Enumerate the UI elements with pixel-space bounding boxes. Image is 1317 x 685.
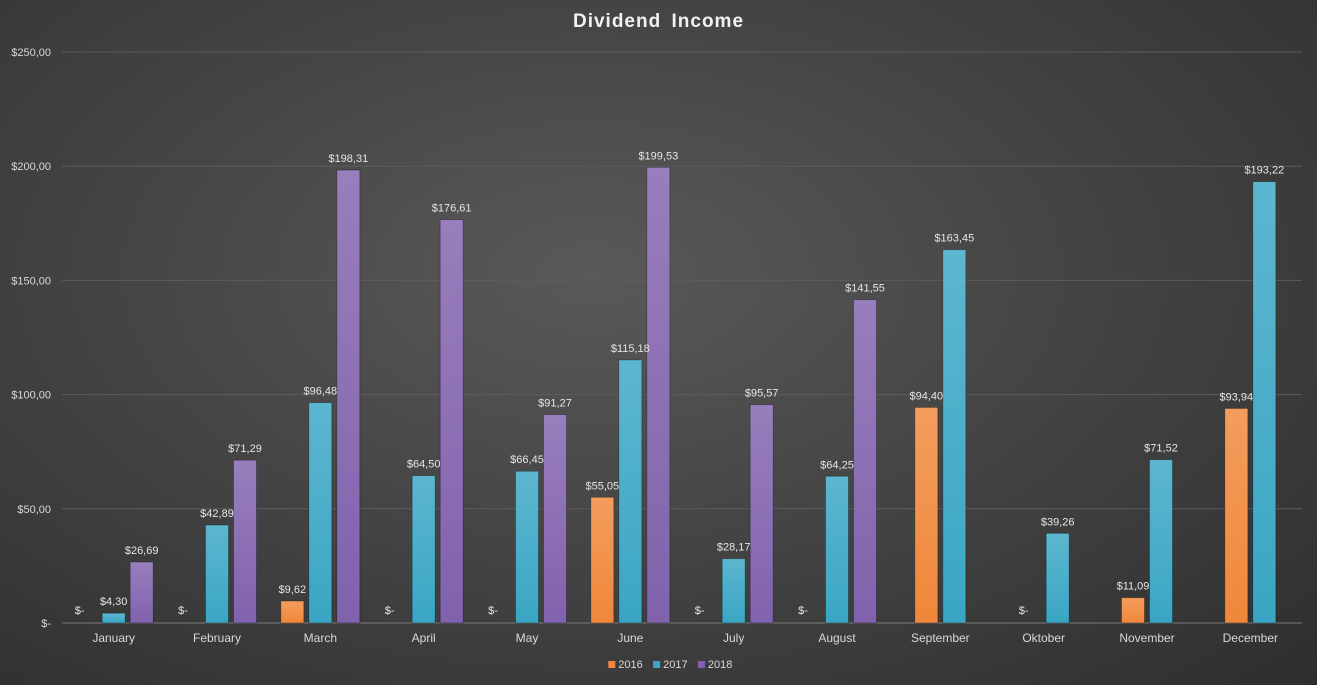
legend-swatch-2016 [608,661,616,668]
bar-2018-january [129,561,154,624]
x-tick-label: June [617,631,643,645]
data-label: $- [488,605,498,617]
bar-2018-august [853,299,877,624]
x-tick-label: December [1223,631,1278,645]
x-tick-label: January [92,631,135,645]
bar-2018-may [543,414,567,624]
data-label: $95,57 [745,388,779,400]
y-tick-label: $150,00 [11,275,51,287]
bar-2016-june [590,496,615,624]
data-label: $55,05 [586,480,620,492]
data-label: $- [385,605,395,617]
data-label: $- [1019,605,1029,617]
data-label: $28,17 [717,542,751,554]
data-label: $199,53 [638,150,678,162]
bar-2018-june [646,166,671,624]
bar-2018-april [439,219,464,624]
bar-2017-february [205,524,229,624]
y-tick-label: $50,00 [17,504,51,516]
x-tick-label: Oktober [1022,631,1065,645]
data-label: $91,27 [538,398,572,410]
data-label: $- [798,605,808,617]
chart-title: Dividend Income [572,11,745,32]
data-label: $4,30 [100,596,128,608]
legend-label: 2017 [663,659,687,671]
bar-2017-july [721,558,746,624]
legend-swatch-2017 [653,661,661,668]
bar-2018-july [749,404,774,624]
legend-swatch-2018 [697,661,705,668]
data-label: $- [695,605,705,617]
bar-2018-february [233,459,257,624]
bar-2017-march [308,402,333,624]
x-tick-label: April [412,631,436,645]
data-label: $71,52 [1144,443,1178,455]
legend-label: 2016 [618,659,642,671]
x-tick-label: May [516,631,539,645]
bar-2017-april [411,475,436,624]
x-tick-label: February [193,631,241,645]
data-label: $- [75,605,85,617]
data-label: $94,40 [910,390,944,402]
y-tick-label: $200,00 [11,161,51,173]
data-label: $64,25 [820,459,854,471]
bar-2016-november [1121,597,1145,624]
x-tick-label: August [818,631,856,645]
bar-2017-oktober [1045,532,1070,624]
x-tick-label: July [723,631,744,645]
y-tick-label: $- [41,618,51,630]
bar-2017-september [942,249,967,624]
data-label: $93,94 [1220,391,1254,403]
bar-2017-january [101,612,126,624]
data-label: $71,29 [228,443,262,455]
x-tick-label: November [1119,631,1174,645]
bar-2017-november [1149,459,1173,624]
data-label: $26,69 [125,545,159,557]
y-tick-label: $250,00 [11,47,51,59]
data-label: $141,55 [845,283,885,295]
bar-2017-august [825,475,849,624]
bar-2018-march [336,169,361,624]
data-label: $42,89 [200,508,234,520]
legend-label: 2018 [708,659,732,671]
data-label: $198,31 [328,153,368,165]
bar-2017-may [515,470,539,624]
bar-2017-december [1252,181,1277,624]
data-label: $64,50 [407,459,441,471]
data-label: $66,45 [510,454,544,466]
data-label: $163,45 [934,233,974,245]
data-label: $39,26 [1041,516,1075,528]
x-tick-label: September [911,631,970,645]
data-label: $9,62 [279,584,307,596]
bar-2017-june [618,359,643,624]
data-label: $115,18 [611,343,650,355]
data-label: $- [178,605,188,617]
x-tick-label: March [304,631,337,645]
data-label: $176,61 [432,203,472,215]
bar-2016-december [1224,408,1249,624]
bar-2016-september [914,406,939,624]
data-label: $96,48 [304,386,338,398]
data-label: $11,09 [1117,581,1150,593]
bar-2016-march [280,600,305,624]
data-label: $193,22 [1244,165,1284,177]
y-tick-label: $100,00 [11,390,51,402]
